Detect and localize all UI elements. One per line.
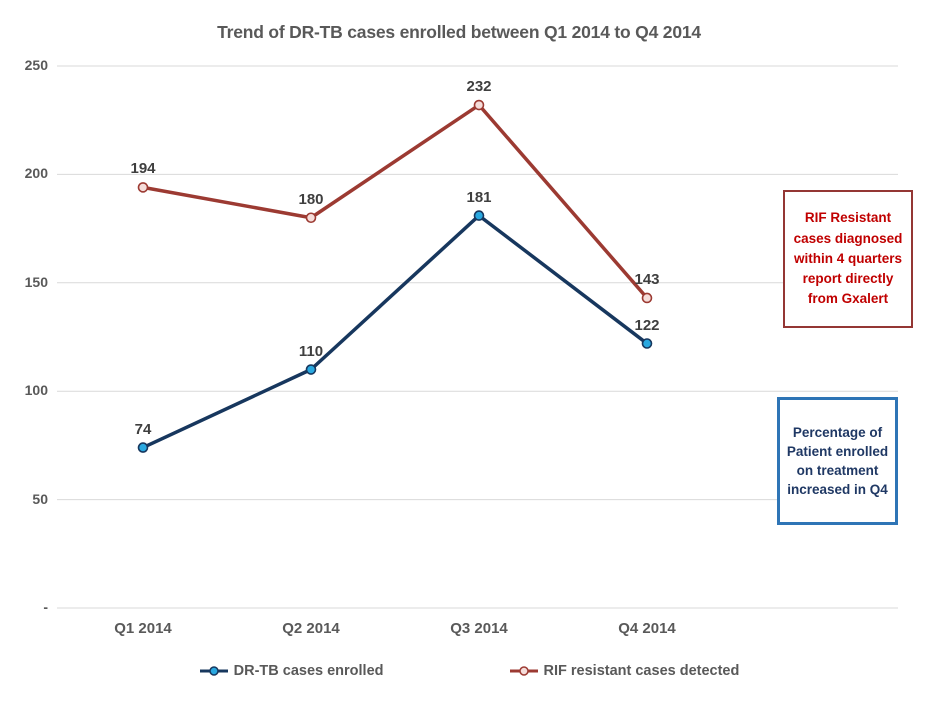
chart-legend: DR-TB cases enrolled RIF resistant cases …: [0, 663, 938, 679]
data-point-label: 194: [130, 160, 156, 178]
legend-label: RIF resistant cases detected: [543, 663, 740, 679]
y-axis-tick-label: 100: [24, 382, 48, 399]
data-point-label: 181: [466, 188, 492, 206]
legend-item: RIF resistant cases detected: [509, 663, 740, 679]
x-axis-tick-label: Q2 2014: [282, 620, 340, 637]
y-axis-tick-label: 50: [32, 490, 48, 507]
y-axis-tick-label: 200: [24, 165, 48, 182]
data-point-label: 232: [466, 78, 492, 96]
rif-annotation-box: RIF Resistant cases diagnosed within 4 q…: [783, 190, 913, 328]
legend-label: DR-TB cases enrolled: [233, 663, 384, 679]
data-point-label: 122: [634, 316, 660, 334]
x-axis-tick-label: Q3 2014: [450, 620, 508, 637]
x-axis-tick-label: Q1 2014: [114, 620, 172, 637]
chart-title: Trend of DR-TB cases enrolled between Q1…: [217, 22, 701, 42]
data-point-label: 110: [298, 342, 324, 360]
legend-item: DR-TB cases enrolled: [199, 663, 384, 679]
data-point-label: 143: [634, 270, 660, 288]
data-point-label: 180: [298, 190, 324, 208]
y-axis-tick-label: 250: [24, 57, 48, 73]
percentage-annotation-box: Percentage of Patient enrolled on treatm…: [777, 397, 898, 525]
legend-line-marker-icon: [509, 666, 538, 676]
x-axis-tick-label: Q4 2014: [618, 620, 676, 637]
legend-line-marker-icon: [199, 666, 228, 676]
y-axis-tick-label: 150: [24, 273, 48, 290]
data-point-label: 74: [134, 420, 152, 438]
y-axis-tick-label: -: [43, 599, 48, 615]
